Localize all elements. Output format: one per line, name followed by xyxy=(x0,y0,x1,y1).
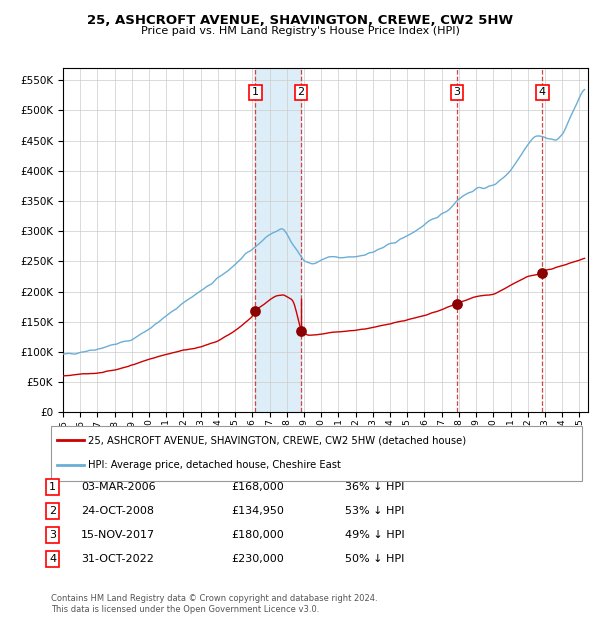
Text: 3: 3 xyxy=(49,530,56,540)
Text: £230,000: £230,000 xyxy=(231,554,284,564)
Text: 4: 4 xyxy=(539,87,546,97)
Text: £180,000: £180,000 xyxy=(231,530,284,540)
Text: 25, ASHCROFT AVENUE, SHAVINGTON, CREWE, CW2 5HW (detached house): 25, ASHCROFT AVENUE, SHAVINGTON, CREWE, … xyxy=(88,435,466,445)
Text: 25, ASHCROFT AVENUE, SHAVINGTON, CREWE, CW2 5HW: 25, ASHCROFT AVENUE, SHAVINGTON, CREWE, … xyxy=(87,14,513,27)
Text: Contains HM Land Registry data © Crown copyright and database right 2024.: Contains HM Land Registry data © Crown c… xyxy=(51,593,377,603)
Text: Price paid vs. HM Land Registry's House Price Index (HPI): Price paid vs. HM Land Registry's House … xyxy=(140,26,460,36)
Text: 49% ↓ HPI: 49% ↓ HPI xyxy=(345,530,404,540)
Text: £134,950: £134,950 xyxy=(231,506,284,516)
Text: 3: 3 xyxy=(454,87,460,97)
Point xyxy=(538,268,547,278)
Text: 1: 1 xyxy=(252,87,259,97)
Text: 1: 1 xyxy=(49,482,56,492)
Point xyxy=(452,299,461,309)
Text: 24-OCT-2008: 24-OCT-2008 xyxy=(81,506,154,516)
Point xyxy=(250,306,260,316)
Text: This data is licensed under the Open Government Licence v3.0.: This data is licensed under the Open Gov… xyxy=(51,604,319,614)
Point xyxy=(296,326,305,336)
Text: 2: 2 xyxy=(49,506,56,516)
Text: 36% ↓ HPI: 36% ↓ HPI xyxy=(345,482,404,492)
Text: 2: 2 xyxy=(298,87,304,97)
Bar xyxy=(255,68,301,412)
Text: 4: 4 xyxy=(49,554,56,564)
Text: 53% ↓ HPI: 53% ↓ HPI xyxy=(345,506,404,516)
Text: HPI: Average price, detached house, Cheshire East: HPI: Average price, detached house, Ches… xyxy=(88,460,341,470)
Text: 31-OCT-2022: 31-OCT-2022 xyxy=(81,554,154,564)
Text: 03-MAR-2006: 03-MAR-2006 xyxy=(81,482,155,492)
Text: 50% ↓ HPI: 50% ↓ HPI xyxy=(345,554,404,564)
Text: £168,000: £168,000 xyxy=(231,482,284,492)
Text: 15-NOV-2017: 15-NOV-2017 xyxy=(81,530,155,540)
